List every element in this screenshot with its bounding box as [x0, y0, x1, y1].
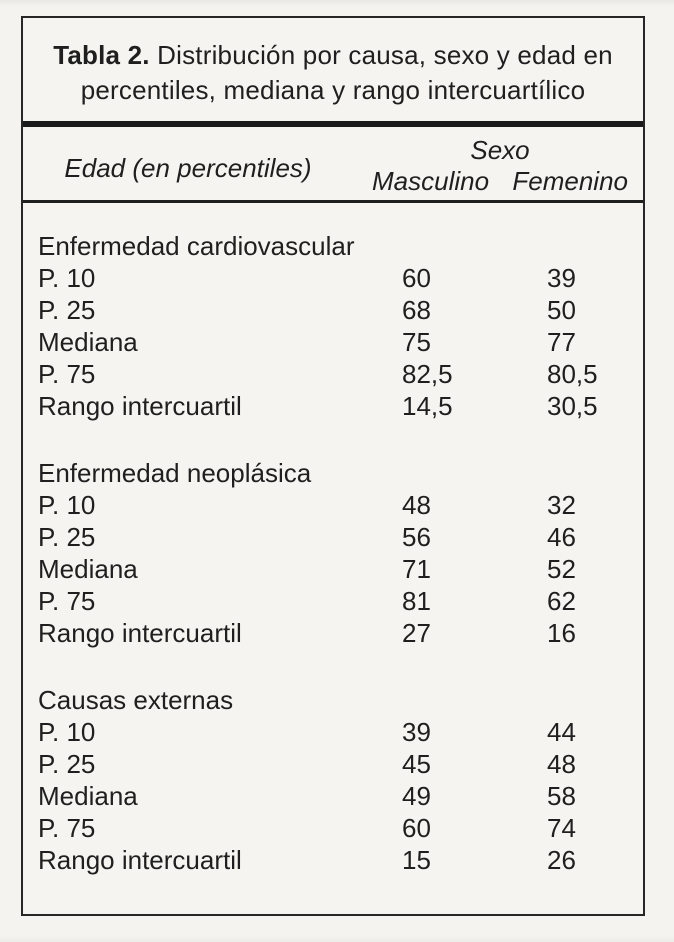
row-label: Rango intercuartil [38, 845, 242, 875]
table-row: Rango intercuartil 15 26 [23, 844, 643, 876]
table-frame: Tabla 2. Distribución por causa, sexo y … [21, 16, 645, 916]
cell-femenino: 80,5 [547, 359, 598, 389]
cell-masculino: 60 [402, 813, 431, 843]
group-label-row: Enfermedad neoplásica [23, 457, 643, 489]
table-row: Mediana 49 58 [23, 780, 643, 812]
cell-femenino: 32 [547, 490, 576, 520]
cell-femenino: 48 [547, 749, 576, 779]
column-header-masculino: Masculino [372, 166, 490, 196]
cell-femenino: 58 [547, 781, 576, 811]
group-label: Enfermedad neoplásica [38, 458, 312, 488]
table-title-number: Tabla 2. [53, 40, 150, 70]
cell-masculino: 45 [402, 749, 431, 779]
table-title-text-line1: Distribución por causa, sexo y edad en [149, 40, 613, 70]
table-row: P. 75 82,5 80,5 [23, 358, 643, 390]
table-row: P. 25 56 46 [23, 521, 643, 553]
cell-femenino: 39 [547, 263, 576, 293]
cell-femenino: 16 [547, 618, 576, 648]
row-label: P. 25 [38, 749, 96, 779]
cell-masculino: 81 [402, 586, 431, 616]
row-label: P. 25 [38, 522, 96, 552]
row-label: Mediana [38, 327, 138, 357]
group-label: Causas externas [38, 685, 234, 715]
table-row: P. 10 48 32 [23, 489, 643, 521]
row-label: P. 10 [38, 717, 96, 747]
table-title: Tabla 2. Distribución por causa, sexo y … [49, 38, 617, 108]
cell-masculino: 56 [402, 522, 431, 552]
cell-femenino: 52 [547, 554, 576, 584]
row-label: P. 10 [38, 490, 96, 520]
row-label: P. 75 [38, 813, 96, 843]
cell-masculino: 14,5 [402, 391, 453, 421]
cell-femenino: 77 [547, 327, 576, 357]
table-row: P. 25 68 50 [23, 294, 643, 326]
sexo-subheaders: Masculino Femenino [372, 167, 628, 196]
cell-masculino: 48 [402, 490, 431, 520]
table-row: P. 10 60 39 [23, 262, 643, 294]
cell-masculino: 15 [402, 845, 431, 875]
cell-masculino: 49 [402, 781, 431, 811]
cell-masculino: 71 [402, 554, 431, 584]
cell-masculino: 39 [402, 717, 431, 747]
table-row: Mediana 75 77 [23, 326, 643, 358]
cell-masculino: 75 [402, 327, 431, 357]
column-header-sexo: Sexo [470, 135, 530, 165]
group-label-row: Enfermedad cardiovascular [23, 230, 643, 262]
cell-femenino: 46 [547, 522, 576, 552]
column-header-femenino: Femenino [512, 166, 628, 196]
row-label: Mediana [38, 554, 138, 584]
cell-femenino: 50 [547, 295, 576, 325]
column-header-sexo-group: Sexo Masculino Femenino [372, 136, 628, 196]
table-row: P. 25 45 48 [23, 748, 643, 780]
table-row: P. 75 81 62 [23, 585, 643, 617]
table-title-text-line2: percentiles, mediana y rango intercuartí… [80, 75, 586, 105]
cell-femenino: 74 [547, 813, 576, 843]
table-row: Rango intercuartil 14,5 30,5 [23, 390, 643, 422]
cell-masculino: 27 [402, 618, 431, 648]
group-label: Enfermedad cardiovascular [38, 231, 355, 261]
table-row: Mediana 71 52 [23, 553, 643, 585]
cell-femenino: 62 [547, 586, 576, 616]
row-label: Mediana [38, 781, 138, 811]
table-row: Rango intercuartil 27 16 [23, 617, 643, 649]
row-label: P. 25 [38, 295, 96, 325]
title-divider-rule [23, 121, 643, 127]
cell-masculino: 68 [402, 295, 431, 325]
cell-femenino: 30,5 [547, 391, 598, 421]
column-header-edad: Edad (en percentiles) [64, 153, 312, 183]
row-label: Rango intercuartil [38, 391, 242, 421]
row-label: Rango intercuartil [38, 618, 242, 648]
header-divider-rule [23, 200, 643, 203]
row-label: P. 75 [38, 359, 96, 389]
group-label-row: Causas externas [23, 684, 643, 716]
table-row: P. 75 60 74 [23, 812, 643, 844]
table-body: Enfermedad cardiovascular P. 10 60 39 P.… [23, 203, 643, 876]
table-row: P. 10 39 44 [23, 716, 643, 748]
cell-femenino: 44 [547, 717, 576, 747]
cell-masculino: 82,5 [402, 359, 453, 389]
row-label: P. 75 [38, 586, 96, 616]
cell-femenino: 26 [547, 845, 576, 875]
cell-masculino: 60 [402, 263, 431, 293]
row-label: P. 10 [38, 263, 96, 293]
